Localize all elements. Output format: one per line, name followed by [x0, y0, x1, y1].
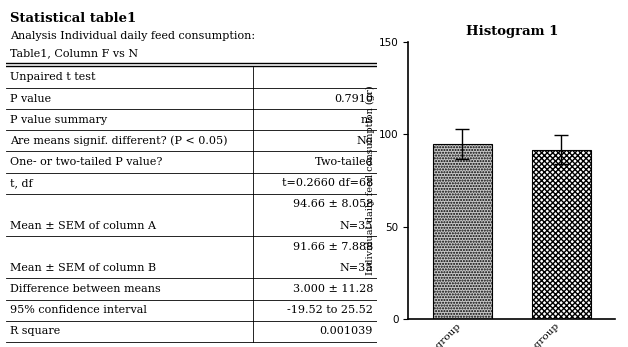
Text: Two-tailed: Two-tailed	[315, 157, 373, 167]
Bar	[433, 144, 492, 319]
Text: ns: ns	[360, 115, 373, 125]
Text: 0.7910: 0.7910	[334, 94, 373, 104]
Text: 95% confidence interval: 95% confidence interval	[10, 305, 147, 315]
Text: N=35: N=35	[340, 220, 373, 230]
Text: Difference between means: Difference between means	[10, 284, 161, 294]
Text: P value: P value	[10, 94, 51, 104]
Text: 3.000 ± 11.28: 3.000 ± 11.28	[293, 284, 373, 294]
Text: Are means signif. different? (P < 0.05): Are means signif. different? (P < 0.05)	[10, 136, 227, 146]
Text: 0.001039: 0.001039	[320, 326, 373, 336]
Text: Unpaired t test: Unpaired t test	[10, 73, 95, 83]
Y-axis label: Individual daily feed consumption (gr): Individual daily feed consumption (gr)	[365, 86, 374, 275]
Text: Mean ± SEM of column A: Mean ± SEM of column A	[10, 220, 156, 230]
Text: Mean ± SEM of column B: Mean ± SEM of column B	[10, 263, 156, 273]
Text: R square: R square	[10, 326, 60, 336]
Title: Histogram 1: Histogram 1	[465, 25, 558, 38]
Text: -19.52 to 25.52: -19.52 to 25.52	[287, 305, 373, 315]
Bar	[531, 150, 591, 319]
Text: No: No	[357, 136, 373, 146]
Text: t=0.2660 df=68: t=0.2660 df=68	[282, 178, 373, 188]
Text: Table1, Column F vs N: Table1, Column F vs N	[10, 48, 138, 58]
Text: Analysis Individual daily feed consumption:: Analysis Individual daily feed consumpti…	[10, 31, 255, 41]
Text: One- or two-tailed P value?: One- or two-tailed P value?	[10, 157, 163, 167]
Text: 94.66 ± 8.058: 94.66 ± 8.058	[293, 199, 373, 209]
Text: Statistical table1: Statistical table1	[10, 12, 136, 25]
Text: t, df: t, df	[10, 178, 33, 188]
Text: P value summary: P value summary	[10, 115, 107, 125]
Text: 91.66 ± 7.888: 91.66 ± 7.888	[293, 242, 373, 252]
Text: N=35: N=35	[340, 263, 373, 273]
